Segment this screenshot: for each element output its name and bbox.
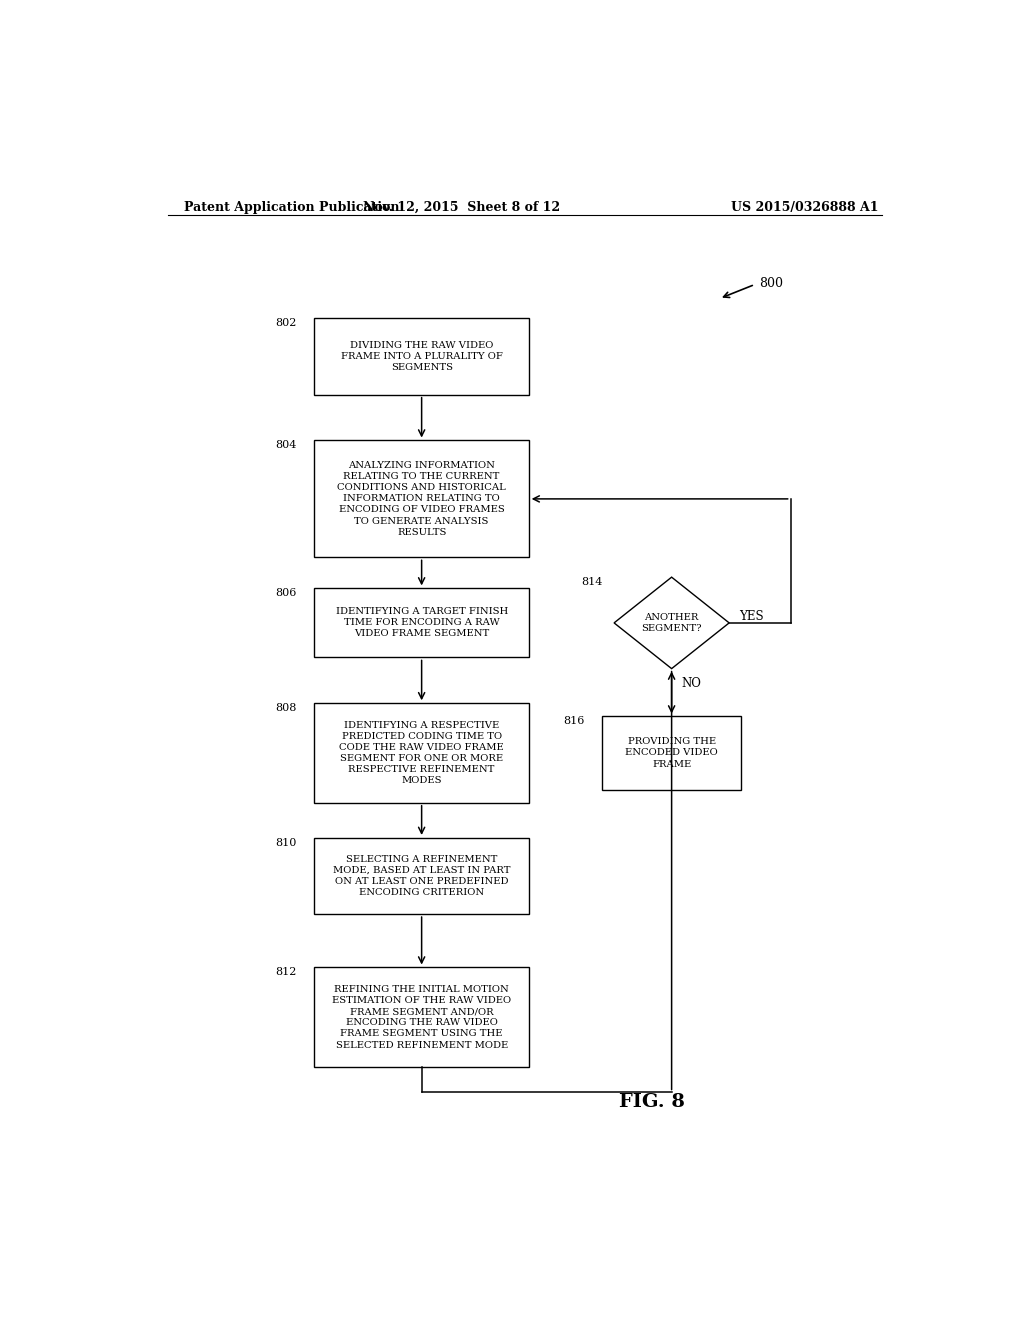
Text: 808: 808 — [275, 704, 297, 713]
Text: Patent Application Publication: Patent Application Publication — [183, 201, 399, 214]
Text: FIG. 8: FIG. 8 — [618, 1093, 685, 1110]
Text: IDENTIFYING A TARGET FINISH
TIME FOR ENCODING A RAW
VIDEO FRAME SEGMENT: IDENTIFYING A TARGET FINISH TIME FOR ENC… — [336, 607, 508, 639]
Text: 802: 802 — [275, 318, 297, 329]
Bar — [314, 968, 528, 1067]
Bar — [314, 704, 528, 803]
Bar — [602, 717, 741, 789]
Text: IDENTIFYING A RESPECTIVE
PREDICTED CODING TIME TO
CODE THE RAW VIDEO FRAME
SEGME: IDENTIFYING A RESPECTIVE PREDICTED CODIN… — [339, 721, 504, 785]
Text: 812: 812 — [275, 968, 297, 977]
Text: SELECTING A REFINEMENT
MODE, BASED AT LEAST IN PART
ON AT LEAST ONE PREDEFINED
E: SELECTING A REFINEMENT MODE, BASED AT LE… — [333, 855, 510, 898]
Bar — [314, 318, 528, 395]
Text: ANOTHER
SEGMENT?: ANOTHER SEGMENT? — [641, 612, 701, 634]
Text: Nov. 12, 2015  Sheet 8 of 12: Nov. 12, 2015 Sheet 8 of 12 — [362, 201, 560, 214]
Bar — [314, 589, 528, 657]
Bar — [314, 441, 528, 557]
Text: NO: NO — [681, 677, 701, 690]
Text: YES: YES — [738, 610, 763, 623]
Text: PROVIDING THE
ENCODED VIDEO
FRAME: PROVIDING THE ENCODED VIDEO FRAME — [626, 738, 718, 768]
Text: 814: 814 — [581, 577, 602, 587]
Text: 800: 800 — [759, 277, 783, 290]
Text: ANALYZING INFORMATION
RELATING TO THE CURRENT
CONDITIONS AND HISTORICAL
INFORMAT: ANALYZING INFORMATION RELATING TO THE CU… — [337, 461, 506, 537]
Text: DIVIDING THE RAW VIDEO
FRAME INTO A PLURALITY OF
SEGMENTS: DIVIDING THE RAW VIDEO FRAME INTO A PLUR… — [341, 341, 503, 372]
Text: 816: 816 — [563, 717, 585, 726]
Bar — [314, 838, 528, 913]
Text: REFINING THE INITIAL MOTION
ESTIMATION OF THE RAW VIDEO
FRAME SEGMENT AND/OR
ENC: REFINING THE INITIAL MOTION ESTIMATION O… — [332, 985, 511, 1049]
Text: 806: 806 — [275, 589, 297, 598]
Text: 804: 804 — [275, 441, 297, 450]
Polygon shape — [614, 577, 729, 669]
Text: 810: 810 — [275, 838, 297, 847]
Text: US 2015/0326888 A1: US 2015/0326888 A1 — [731, 201, 879, 214]
